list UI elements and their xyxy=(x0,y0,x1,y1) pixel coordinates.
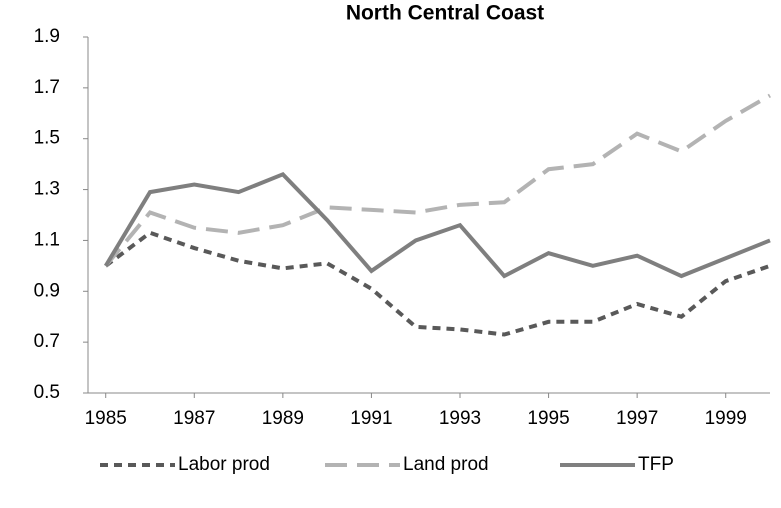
y-tick-label: 0.5 xyxy=(34,382,60,403)
legend-label: Labor prod xyxy=(178,454,270,475)
y-tick-label: 1.7 xyxy=(34,77,60,98)
y-tick-label: 1.5 xyxy=(34,128,60,149)
series-line xyxy=(104,230,771,337)
legend-label: TFP xyxy=(638,454,674,475)
x-tick-label: 1999 xyxy=(705,408,747,429)
chart-title: North Central Coast xyxy=(346,2,544,25)
y-tick-label: 1.3 xyxy=(34,179,60,200)
legend-label: Land prod xyxy=(403,454,489,475)
y-tick-label: 1.9 xyxy=(34,26,60,47)
x-tick-label: 1997 xyxy=(616,408,658,429)
series-line xyxy=(103,171,771,279)
x-tick-label: 1991 xyxy=(350,408,392,429)
x-tick-label: 1987 xyxy=(173,408,215,429)
y-tick-label: 1.1 xyxy=(34,229,60,250)
x-tick-label: 1989 xyxy=(262,408,304,429)
x-tick-label: 1993 xyxy=(439,408,481,429)
x-tick-label: 1995 xyxy=(527,408,569,429)
x-tick-label: 1985 xyxy=(85,408,127,429)
series-line xyxy=(104,93,771,268)
y-tick-label: 0.7 xyxy=(34,331,60,352)
y-tick-label: 0.9 xyxy=(34,280,60,301)
